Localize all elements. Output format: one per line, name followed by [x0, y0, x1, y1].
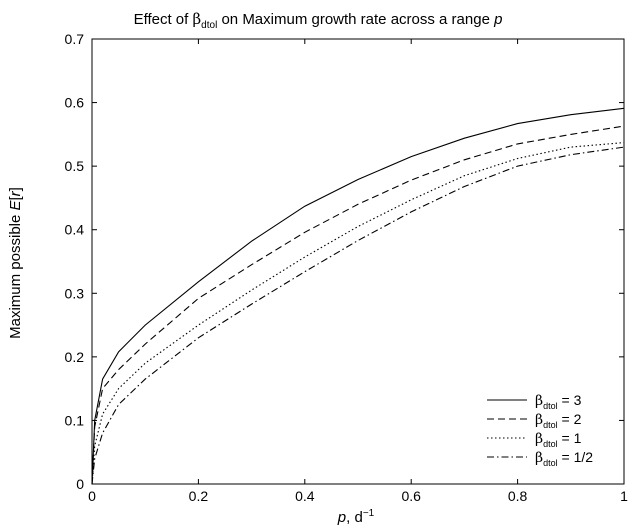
y-axis-label-r: r: [7, 190, 24, 196]
series-line-4: [91, 146, 625, 485]
y-tick-label: 0.1: [65, 412, 85, 428]
y-tick-label: 0.7: [65, 31, 85, 47]
y-axis-label-open: [: [7, 195, 24, 200]
legend-label-2: βdtol = 2: [535, 411, 582, 430]
legend-subscript: dtol: [543, 401, 558, 411]
legend-beta: β: [535, 450, 543, 466]
title-italic-var: p: [493, 11, 502, 28]
x-axis-label-exponent: −1: [363, 508, 375, 519]
legend-beta: β: [535, 412, 543, 428]
legend-equals: =: [558, 449, 574, 465]
title-prefix: Effect of: [134, 11, 193, 28]
x-tick-label: 1: [620, 488, 628, 504]
legend-series-name: 2: [574, 411, 582, 427]
legend-equals: =: [558, 430, 574, 446]
y-axis-ticks: 0 0.1 0.2 0.3 0.4 0.5 0.6 0.7: [65, 31, 624, 492]
legend-series-name: 3: [574, 392, 582, 408]
x-axis-ticks: 0 0.2 0.4 0.6 0.8 1: [88, 39, 628, 504]
y-axis-label-e: E: [7, 199, 24, 210]
y-tick-label: 0: [76, 476, 84, 492]
legend-label-4: βdtol = 1/2: [535, 449, 593, 468]
legend-subscript: dtol: [543, 420, 558, 430]
y-axis-label: Maximum possible E[r]: [7, 187, 24, 339]
legend-series-name: 1/2: [574, 449, 594, 465]
x-tick-label: 0: [88, 488, 96, 504]
legend-label-3: βdtol = 1: [535, 430, 582, 449]
legend-subscript: dtol: [543, 458, 558, 468]
series-line-3: [91, 142, 625, 485]
y-tick-label: 0.4: [65, 222, 85, 238]
title-beta-subscript: dtol: [201, 20, 217, 31]
plot-frame: [91, 38, 625, 485]
legend-subscript: dtol: [543, 439, 558, 449]
y-tick-label: 0.5: [65, 158, 85, 174]
y-tick-label: 0.6: [65, 95, 85, 111]
legend-equals: =: [558, 392, 574, 408]
x-tick-label: 0.8: [508, 488, 528, 504]
title-beta: β: [193, 10, 202, 28]
y-tick-label: 0.3: [65, 285, 85, 301]
y-tick-label: 0.2: [65, 349, 85, 365]
x-axis-label-var: p: [337, 509, 346, 526]
series-line-1: [91, 107, 625, 485]
x-axis-label-unit: , d: [346, 509, 363, 526]
y-axis-label-prefix: Maximum possible: [7, 210, 24, 338]
x-tick-label: 0.6: [401, 488, 421, 504]
legend-equals: =: [558, 411, 574, 427]
legend-beta: β: [535, 393, 543, 409]
legend-series-name: 1: [574, 430, 582, 446]
x-axis-label: p, d−1: [337, 508, 375, 526]
title-middle: on Maximum growth rate across a range: [217, 11, 494, 28]
chart-title: Effect of βdtol on Maximum growth rate a…: [134, 10, 503, 31]
x-tick-label: 0.2: [189, 488, 209, 504]
y-axis-label-close: ]: [7, 187, 24, 191]
series-line-2: [91, 125, 625, 485]
legend-label-1: βdtol = 3: [535, 392, 582, 411]
x-tick-label: 0.4: [295, 488, 315, 504]
legend-beta: β: [535, 431, 543, 447]
series-group: [91, 107, 625, 485]
